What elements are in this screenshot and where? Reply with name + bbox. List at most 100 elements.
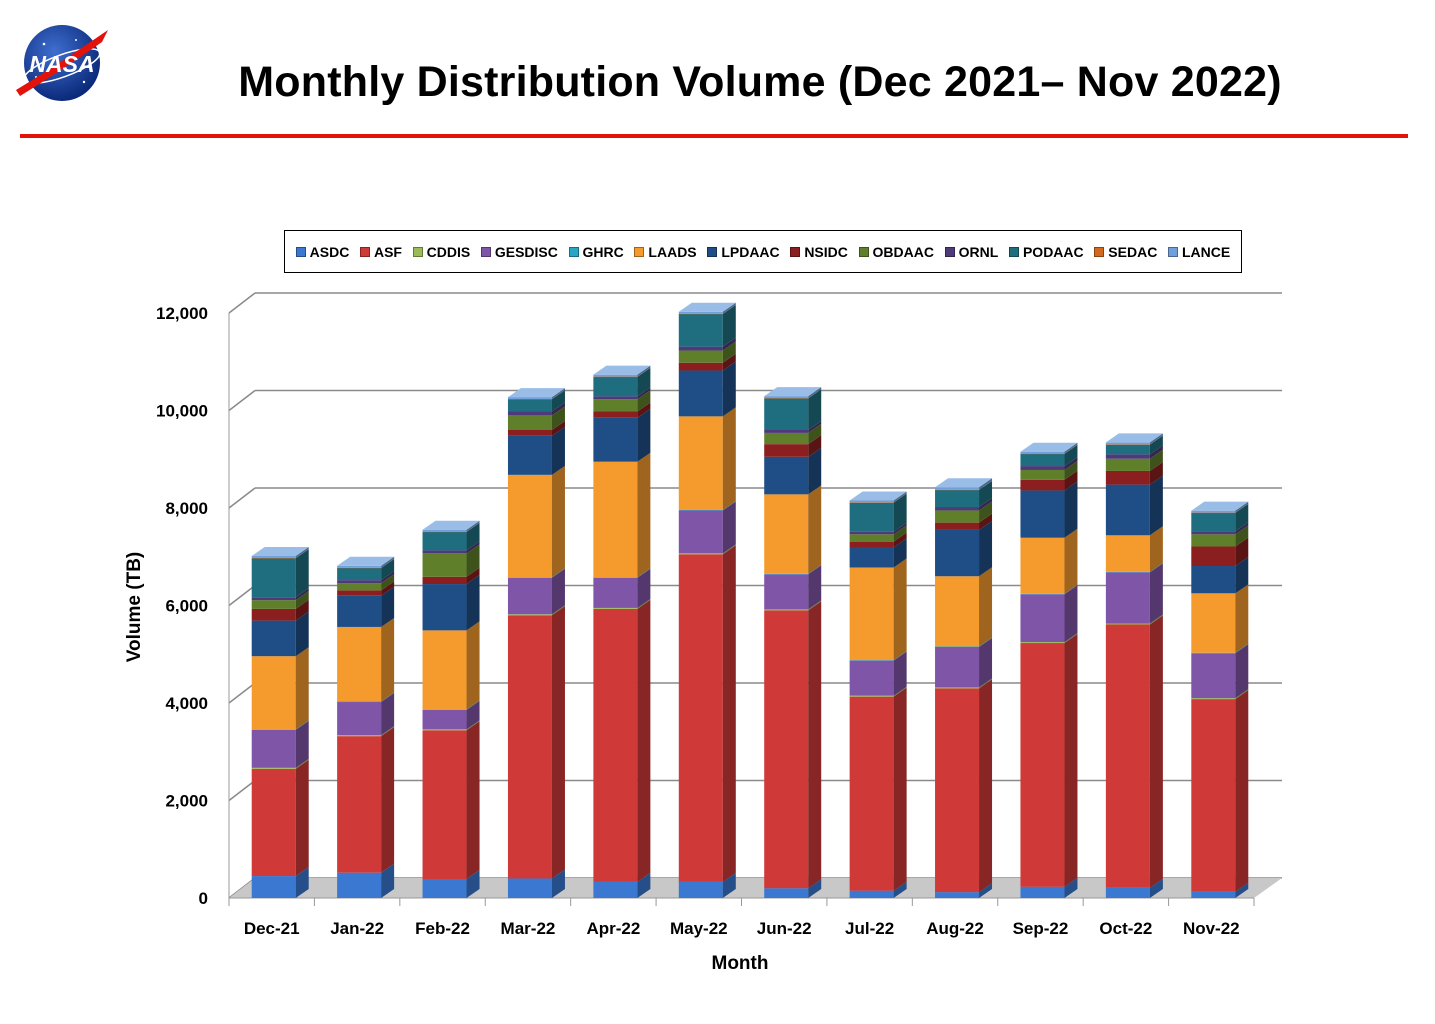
legend-swatch <box>412 246 423 257</box>
bar-segment-nsidc <box>251 599 309 621</box>
bar-segment-laads <box>764 485 822 574</box>
bar-segment-sedac <box>1020 444 1078 455</box>
bar-segment-asdc <box>593 872 651 898</box>
x-tick-label: Aug-22 <box>926 919 984 938</box>
legend-item-ornl: ORNL <box>944 243 999 260</box>
bar-segment-lance <box>678 302 736 314</box>
legend-item-ghrc: GHRC <box>568 244 624 260</box>
legend-swatch <box>858 246 869 257</box>
legend-label: GESDISC <box>494 243 558 260</box>
gridline-side <box>228 682 256 704</box>
bar-segment-lpdaac <box>593 408 651 462</box>
bar-segment-lpdaac <box>764 447 822 495</box>
bar-segment-cddis <box>678 544 736 555</box>
bar-segment-ornl <box>764 421 822 433</box>
bar-segment-asf <box>507 606 565 879</box>
bar-segment-ornl <box>1105 445 1163 459</box>
bar-segment-ornl <box>337 571 395 584</box>
legend-label: LPDAAC <box>721 243 780 260</box>
bar-segment-laads <box>337 617 395 702</box>
bar-segment-asdc <box>251 867 309 898</box>
bar-segment-ghrc <box>1191 643 1249 654</box>
bar-segment-gesdisc <box>935 637 993 688</box>
bar-segment-asf <box>764 601 822 889</box>
bar-segment-laads <box>507 465 565 578</box>
bar-segment-asdc <box>764 879 822 898</box>
bar-segment-laads <box>1105 526 1163 572</box>
bar-segment-ghrc <box>1105 562 1163 573</box>
legend-label: ORNL <box>958 243 999 260</box>
bar-segment-podaac <box>678 304 736 347</box>
bar-segment-lance <box>1191 501 1249 513</box>
bar-segment-cddis <box>507 605 565 616</box>
legend-label: LANCE <box>1181 243 1231 260</box>
bar-segment-nsidc <box>935 513 993 530</box>
bar-segment-laads <box>849 558 907 661</box>
bar-segment-lance <box>593 365 651 377</box>
bar-segment-ornl <box>849 522 907 535</box>
bar-segment-laads <box>251 647 309 730</box>
gridline-side <box>228 584 256 607</box>
bar-segment-cddis <box>1020 633 1078 644</box>
bar-segment-ghrc <box>678 500 736 511</box>
gridline-side <box>228 389 256 412</box>
bar-top <box>764 387 822 397</box>
x-tick-label: Mar-22 <box>501 919 556 938</box>
y-tick-label: 2,000 <box>165 792 208 811</box>
bar-segment-sedac <box>337 558 395 569</box>
y-tick-label: 12,000 <box>156 304 208 323</box>
bar-segment-gesdisc <box>1105 563 1163 624</box>
bar-stack-mar-22 <box>507 388 565 898</box>
legend-label: LAADS <box>648 243 697 260</box>
legend-label: ASDC <box>309 243 350 260</box>
bar-segment-podaac <box>935 480 993 508</box>
bar-segment-asf <box>935 679 993 893</box>
legend-item-cddis: CDDIS <box>412 243 471 260</box>
bar-segment-obdaac <box>1105 449 1163 471</box>
gridline-side <box>228 487 256 509</box>
bar-segment-cddis <box>1191 689 1249 700</box>
legend-item-asdc: ASDC <box>295 243 350 260</box>
bar-segment-gesdisc <box>764 565 822 610</box>
bar-segment-ornl <box>1020 457 1078 470</box>
bar-segment-gesdisc <box>337 693 395 736</box>
bar-segment-asf <box>593 599 651 882</box>
bar-segment-obdaac <box>849 525 907 542</box>
x-tick-label: Dec-21 <box>244 919 300 938</box>
bar-segment-podaac <box>1105 435 1163 455</box>
bar-segment-asf <box>251 759 309 877</box>
bar-segment-obdaac <box>764 423 822 445</box>
bar-segment-lpdaac <box>849 538 907 568</box>
bar-segment-asf <box>1191 690 1249 892</box>
bar-segment-lpdaac <box>507 426 565 475</box>
bar-segment-nsidc <box>1105 461 1163 485</box>
bar-top <box>1105 433 1163 443</box>
bar-segment-ghrc <box>935 637 993 647</box>
legend-label: CDDIS <box>426 243 471 260</box>
bar-segment-obdaac <box>593 390 651 412</box>
bar-segment-cddis <box>764 600 822 611</box>
bar-segment-lance <box>422 520 480 532</box>
page-title: Monthly Distribution Volume (Dec 2021– N… <box>238 58 1282 106</box>
bar-segment-asf <box>678 545 736 882</box>
legend-swatch <box>359 246 370 257</box>
bar-segment-gesdisc <box>849 651 907 696</box>
bar-segment-ghrc <box>593 568 651 578</box>
y-tick-label: 0 <box>199 889 208 908</box>
bar-segment-ornl <box>1191 522 1249 535</box>
bar-segment-cddis <box>935 678 993 689</box>
bar-segment-lance <box>764 387 822 399</box>
bar-stack-jan-22 <box>337 556 395 898</box>
bar-segment-lance <box>849 491 907 503</box>
x-tick-label: Feb-22 <box>415 919 470 938</box>
bar-segment-cddis <box>849 686 907 697</box>
bar-segment-obdaac <box>251 591 309 609</box>
bar-segment-nsidc <box>764 435 822 457</box>
bar-segment-obdaac <box>1191 525 1249 547</box>
bar-segment-podaac <box>507 390 565 412</box>
bar-segment-ghrc <box>849 651 907 661</box>
bar-segment-podaac <box>593 367 651 397</box>
x-axis-title: Month <box>712 953 769 974</box>
bar-stack-nov-22 <box>1191 501 1249 898</box>
